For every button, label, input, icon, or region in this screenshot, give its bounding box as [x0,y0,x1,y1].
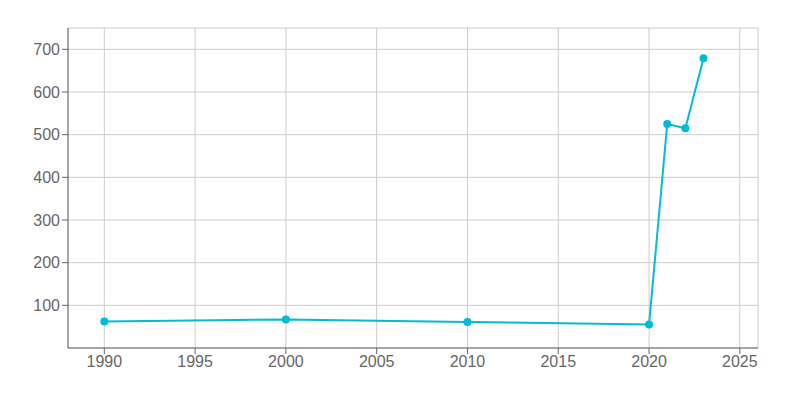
svg-text:100: 100 [33,297,60,314]
svg-text:2015: 2015 [540,353,576,370]
svg-text:2005: 2005 [359,353,395,370]
svg-text:500: 500 [33,126,60,143]
svg-text:2025: 2025 [722,353,758,370]
svg-text:1990: 1990 [87,353,123,370]
svg-text:2010: 2010 [450,353,486,370]
svg-text:400: 400 [33,169,60,186]
svg-text:1995: 1995 [177,353,213,370]
svg-text:700: 700 [33,41,60,58]
svg-text:600: 600 [33,84,60,101]
svg-text:200: 200 [33,254,60,271]
svg-text:2000: 2000 [268,353,304,370]
svg-text:300: 300 [33,212,60,229]
svg-text:2020: 2020 [631,353,667,370]
